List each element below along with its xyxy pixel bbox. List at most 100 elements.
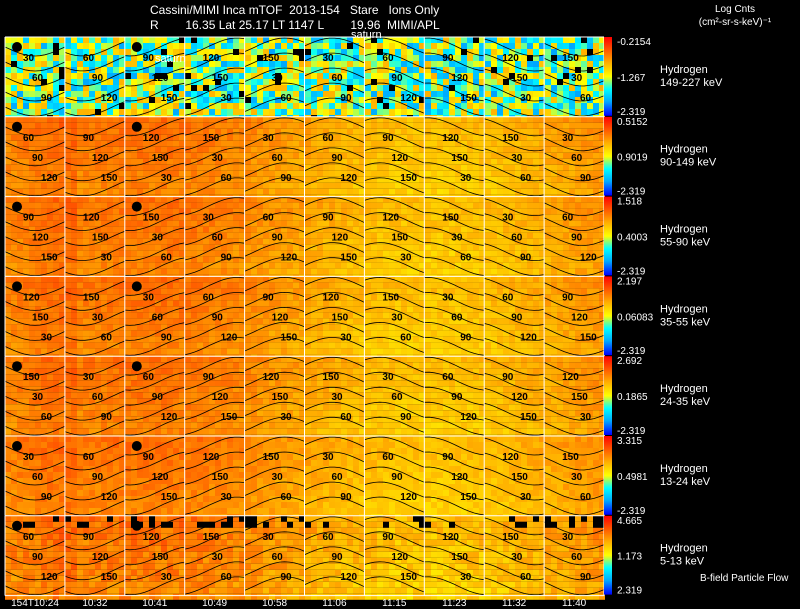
image-pixel <box>263 37 269 43</box>
image-pixel <box>65 170 71 177</box>
image-pixel <box>197 268 203 275</box>
image-pixel <box>347 128 353 135</box>
image-pixel <box>563 79 569 85</box>
image-pixel <box>83 164 89 171</box>
image-pixel <box>371 214 377 221</box>
image-pixel <box>173 55 179 61</box>
image-pixel <box>461 176 467 183</box>
image-pixel <box>563 250 569 257</box>
image-pixel <box>473 276 479 283</box>
image-pixel <box>455 128 461 135</box>
image-pixel <box>269 208 275 215</box>
image-pixel <box>329 220 335 227</box>
image-pixel <box>203 226 209 233</box>
image-pixel <box>113 188 119 195</box>
image-pixel <box>125 220 131 227</box>
image-pixel <box>233 238 239 245</box>
pitch-angle-contour <box>124 212 185 232</box>
image-pixel <box>11 146 17 153</box>
image-pixel <box>347 79 353 85</box>
image-pixel <box>575 122 581 129</box>
image-pixel <box>209 256 215 263</box>
image-pixel <box>425 55 431 61</box>
image-pixel <box>119 122 125 129</box>
image-pixel <box>347 67 353 73</box>
image-pixel <box>155 214 161 221</box>
colorbar-max-label: -0.2154 <box>617 37 651 48</box>
image-pixel <box>347 152 353 159</box>
image-pixel <box>455 164 461 171</box>
image-pixel <box>311 97 317 103</box>
image-pixel <box>197 262 203 269</box>
image-pixel <box>341 85 347 91</box>
image-pixel <box>407 91 413 97</box>
image-pixel <box>305 288 311 295</box>
image-pixel <box>389 140 395 147</box>
pitch-angle-contour <box>184 212 245 231</box>
image-pixel <box>299 294 305 301</box>
image-pixel <box>449 208 455 215</box>
image-pixel <box>5 67 11 73</box>
image-pixel <box>515 164 521 171</box>
image-pixel <box>269 61 275 67</box>
image-pixel <box>575 134 581 141</box>
image-pixel <box>161 214 167 221</box>
image-pixel <box>125 232 131 239</box>
image-pixel <box>377 268 383 275</box>
image-pixel <box>395 176 401 183</box>
image-pixel <box>89 182 95 189</box>
image-pixel <box>581 67 587 73</box>
pitch-angle-contour <box>64 181 125 197</box>
image-pixel <box>479 188 485 195</box>
image-pixel <box>221 282 227 289</box>
image-pixel <box>227 55 233 61</box>
image-pixel <box>509 208 515 215</box>
image-pixel <box>455 134 461 141</box>
image-pixel <box>149 238 155 245</box>
image-pixel <box>395 300 401 307</box>
image-pixel <box>581 250 587 257</box>
image-pixel <box>239 116 245 123</box>
image-pixel <box>371 79 377 85</box>
image-pixel <box>461 188 467 195</box>
image-pixel <box>497 43 503 49</box>
image-pixel <box>155 61 161 67</box>
image-pixel <box>575 67 581 73</box>
image-pixel <box>185 116 191 123</box>
image-pixel <box>455 37 461 43</box>
image-pixel <box>209 188 215 195</box>
image-pixel <box>353 128 359 135</box>
image-pixel <box>17 103 23 109</box>
image-pixel <box>473 164 479 171</box>
image-pixel <box>587 43 593 49</box>
image-pixel <box>539 85 545 91</box>
image-pixel <box>491 250 497 257</box>
image-pixel <box>65 256 71 263</box>
image-pixel <box>425 152 431 159</box>
image-pixel <box>485 268 491 275</box>
image-pixel <box>143 103 149 109</box>
image-pixel <box>551 140 557 147</box>
image-pixel <box>101 61 107 67</box>
image-pixel <box>5 85 11 91</box>
image-pixel <box>149 116 155 123</box>
image-pixel <box>551 79 557 85</box>
image-pixel <box>167 202 173 209</box>
image-pixel <box>41 238 47 245</box>
image-pixel <box>113 220 119 227</box>
image-pixel <box>311 128 317 135</box>
image-pixel <box>359 61 365 67</box>
image-pixel <box>83 196 89 203</box>
image-pixel <box>299 152 305 159</box>
image-pixel <box>131 288 137 295</box>
image-pixel <box>317 55 323 61</box>
image-pixel <box>521 73 527 79</box>
image-pixel <box>173 262 179 269</box>
image-pixel <box>443 268 449 275</box>
image-pixel <box>527 128 533 135</box>
image-pixel <box>5 226 11 233</box>
image-pixel <box>341 122 347 129</box>
image-pixel <box>293 276 299 283</box>
image-pixel <box>371 128 377 135</box>
image-pixel <box>377 140 383 147</box>
